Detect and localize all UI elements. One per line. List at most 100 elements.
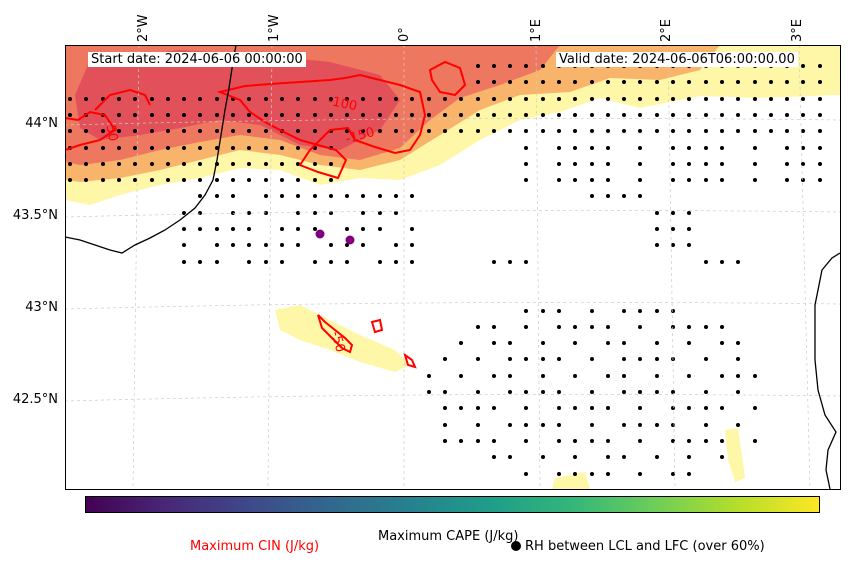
rh-dot <box>198 178 202 182</box>
rh-dot <box>671 227 675 231</box>
coastlines <box>65 45 840 489</box>
rh-dot <box>410 129 414 133</box>
rh-dot <box>557 178 561 182</box>
rh-dot <box>345 260 349 264</box>
rh-dot <box>68 178 72 182</box>
rh-dot <box>443 97 447 101</box>
rh-dot <box>150 97 154 101</box>
rh-dot <box>655 80 659 84</box>
valid-date-label: Valid date: 2024-06-06T06:00:00.00 <box>556 52 798 67</box>
lat-tick-label: 42.5°N <box>13 392 58 407</box>
rh-dot <box>182 162 186 166</box>
rh-dot <box>68 129 72 133</box>
rh-dot <box>492 113 496 117</box>
rh-dot <box>818 129 822 133</box>
cin-contour-label: -50 <box>102 119 120 143</box>
rh-dot <box>655 341 659 345</box>
rh-dot <box>117 178 121 182</box>
rh-dot <box>394 129 398 133</box>
rh-dot <box>541 341 545 345</box>
border-line <box>65 45 237 254</box>
rh-dot <box>655 129 659 133</box>
rh-dot <box>687 243 691 247</box>
rh-dot <box>313 113 317 117</box>
rh-dot <box>264 194 268 198</box>
rh-dot <box>606 194 610 198</box>
rh-dot <box>231 243 235 247</box>
rh-dot <box>573 472 577 476</box>
rh-dot <box>573 97 577 101</box>
rh-dot <box>753 113 757 117</box>
rh-dot <box>638 472 642 476</box>
rh-dot <box>720 260 724 264</box>
lat-tick-label: 43.5°N <box>13 208 58 223</box>
rh-dot <box>557 162 561 166</box>
rh-dot <box>753 97 757 101</box>
rh-dot <box>247 260 251 264</box>
rh-dot <box>68 162 72 166</box>
rh-dot <box>590 129 594 133</box>
rh-dot <box>704 325 708 329</box>
rh-dot <box>198 260 202 264</box>
rh-dot <box>476 325 480 329</box>
cin-contour-labels: -100 -150 -50 -50 <box>102 94 377 354</box>
rh-dot <box>785 129 789 133</box>
rh-dot <box>264 129 268 133</box>
rh-dot <box>345 194 349 198</box>
rh-dot <box>638 80 642 84</box>
rh-dot <box>166 178 170 182</box>
rh-dot <box>361 113 365 117</box>
rh-dot <box>394 260 398 264</box>
rh-dot <box>573 178 577 182</box>
rh-dot <box>508 341 512 345</box>
rh-dot <box>150 178 154 182</box>
rh-dot <box>687 374 691 378</box>
rh-dot <box>638 439 642 443</box>
rh-dot <box>590 390 594 394</box>
rh-dot <box>313 227 317 231</box>
rh-dot <box>329 260 333 264</box>
rh-dot <box>231 146 235 150</box>
rh-dot <box>557 325 561 329</box>
rh-dot <box>818 162 822 166</box>
rh-dot <box>687 80 691 84</box>
rh-dot <box>215 129 219 133</box>
rh-dot <box>476 406 480 410</box>
longitude-ticks: 2°W 1°W 0° 1°E 2°E 3°E <box>136 14 805 42</box>
rh-dot <box>606 341 610 345</box>
rh-dot <box>394 194 398 198</box>
rh-dot <box>215 146 219 150</box>
rh-dot <box>182 260 186 264</box>
rh-dot <box>524 97 528 101</box>
rh-dot <box>606 406 610 410</box>
rh-dot <box>606 113 610 117</box>
rh-dot <box>508 80 512 84</box>
rh-dot <box>394 113 398 117</box>
rh-dot <box>410 243 414 247</box>
cape-south-patch-1 <box>275 305 410 372</box>
lat-tick-label: 43°N <box>25 300 58 315</box>
rh-dot <box>182 178 186 182</box>
rh-dot <box>524 162 528 166</box>
rh-dot <box>769 80 773 84</box>
rh-dot <box>687 341 691 345</box>
rh-dot <box>655 423 659 427</box>
rh-dot <box>541 64 545 68</box>
rh-dot <box>182 113 186 117</box>
rh-dot <box>296 178 300 182</box>
rh-dot <box>133 129 137 133</box>
rh-dot <box>573 374 577 378</box>
rh-dot <box>671 162 675 166</box>
rh-dot <box>801 113 805 117</box>
rh-dot <box>622 390 626 394</box>
rh-dot <box>704 113 708 117</box>
rh-dot <box>492 129 496 133</box>
rh-dot <box>638 423 642 427</box>
rh-dot <box>231 211 235 215</box>
rh-dot <box>133 113 137 117</box>
rh-dot <box>687 439 691 443</box>
rh-dot <box>329 243 333 247</box>
rh-dot <box>280 146 284 150</box>
rh-dot <box>280 97 284 101</box>
rh-dot <box>720 80 724 84</box>
